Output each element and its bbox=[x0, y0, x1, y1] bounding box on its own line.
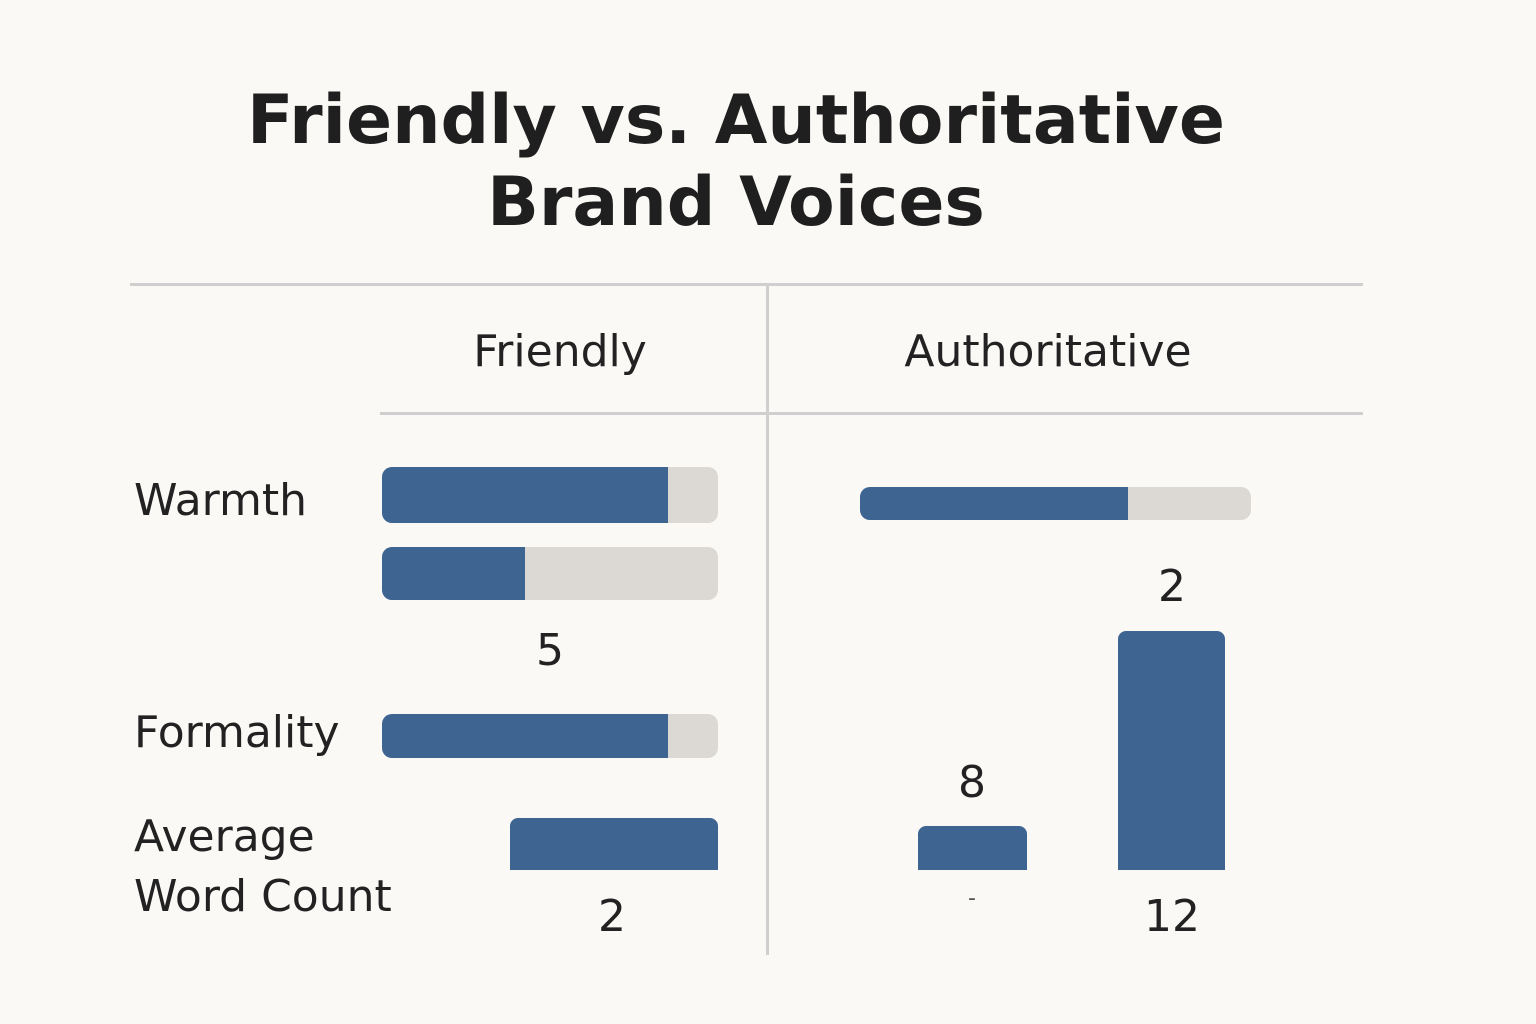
chart-title-line-1: Friendly vs. Authoritative bbox=[247, 81, 1225, 160]
friendly-warmth-bar-fill bbox=[382, 467, 668, 523]
chart-title: Friendly vs. Authoritative Brand Voices bbox=[0, 80, 1472, 244]
authoritative-short-bar-tick: - bbox=[968, 886, 976, 911]
friendly-warmth-secondary-bar-track bbox=[382, 547, 718, 600]
authoritative-short-bar bbox=[918, 826, 1027, 870]
authoritative-tall-bar-value-label: 12 bbox=[1144, 891, 1200, 942]
authoritative-tall-bar bbox=[1118, 631, 1225, 870]
authoritative-short-bar-value-label: 8 bbox=[958, 757, 986, 808]
header-rule bbox=[380, 412, 1363, 415]
friendly-warmth-bar-track bbox=[382, 467, 718, 523]
authoritative-warmth-bar-fill bbox=[860, 487, 1128, 520]
row-label-warmth: Warmth bbox=[134, 475, 307, 526]
row-label-word-count: Word Count bbox=[134, 871, 392, 922]
friendly-warmth-secondary-bar-fill bbox=[382, 547, 525, 600]
chart-title-line-2: Brand Voices bbox=[487, 163, 985, 242]
friendly-warmth-value-label: 5 bbox=[536, 625, 564, 676]
friendly-formality-bar-fill bbox=[382, 714, 668, 758]
friendly-formality-bar-track bbox=[382, 714, 718, 758]
friendly-word-count-bar bbox=[510, 818, 718, 870]
row-label-average: Average bbox=[134, 811, 315, 862]
column-divider bbox=[766, 285, 769, 955]
friendly-word-count-value-label: 2 bbox=[598, 891, 626, 942]
top-rule bbox=[130, 283, 1363, 286]
authoritative-warmth-bar-track bbox=[860, 487, 1251, 520]
row-label-formality: Formality bbox=[134, 707, 340, 758]
column-header-friendly: Friendly bbox=[473, 326, 647, 377]
column-header-authoritative: Authoritative bbox=[904, 326, 1192, 377]
authoritative-top-value-label: 2 bbox=[1158, 561, 1186, 612]
